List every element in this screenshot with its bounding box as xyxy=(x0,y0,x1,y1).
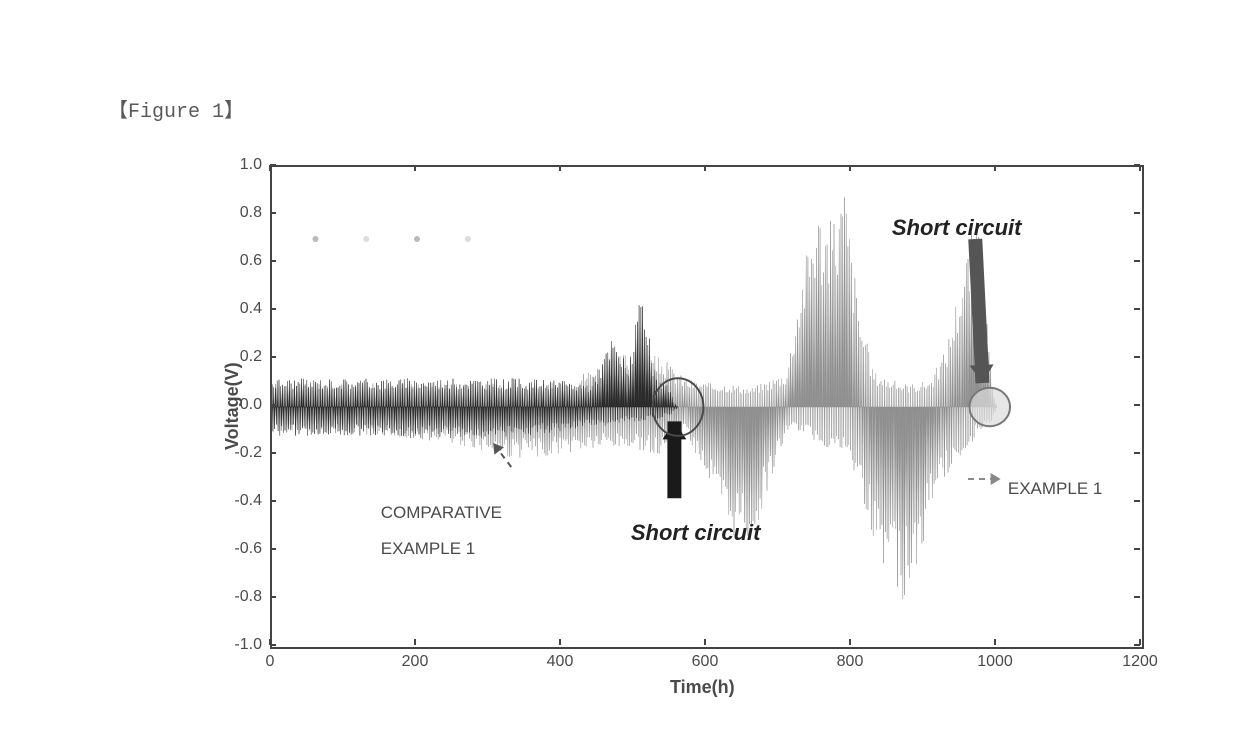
annotation-ellipse xyxy=(969,388,1010,426)
y-tick-label: -1.0 xyxy=(212,636,262,654)
x-tick-mark xyxy=(704,639,706,645)
x-tick-mark xyxy=(994,639,996,645)
y-tick-mark-right xyxy=(1134,596,1140,598)
y-tick-label: 0.2 xyxy=(212,348,262,366)
y-tick-mark-right xyxy=(1134,404,1140,406)
x-tick-label: 400 xyxy=(547,653,574,671)
y-tick-mark xyxy=(270,260,276,262)
y-tick-mark-right xyxy=(1134,260,1140,262)
y-tick-mark-right xyxy=(1134,356,1140,358)
y-tick-label: -0.6 xyxy=(212,540,262,558)
figure-caption: 【Figure 1】 xyxy=(108,94,244,124)
x-tick-mark xyxy=(269,639,271,645)
annotation-label: EXAMPLE 1 xyxy=(1008,479,1103,499)
x-axis-title: Time(h) xyxy=(670,677,735,698)
annotation-arrow xyxy=(493,443,511,467)
y-tick-mark xyxy=(270,308,276,310)
y-tick-label: 0.0 xyxy=(212,396,262,414)
y-tick-label: -0.8 xyxy=(212,588,262,606)
y-tick-mark xyxy=(270,212,276,214)
y-tick-mark-right xyxy=(1134,500,1140,502)
y-tick-mark xyxy=(270,356,276,358)
x-tick-label: 600 xyxy=(692,653,719,671)
y-tick-label: -0.2 xyxy=(212,444,262,462)
annotation-label: COMPARATIVE xyxy=(381,503,502,523)
y-tick-mark-right xyxy=(1134,308,1140,310)
y-tick-label: 1.0 xyxy=(212,156,262,174)
annotation-label: Short circuit xyxy=(892,215,1022,241)
y-tick-label: 0.4 xyxy=(212,300,262,318)
x-tick-label: 0 xyxy=(266,653,275,671)
annotation-arrow xyxy=(968,473,1001,485)
page-root: 【Figure 1】 Voltage(V) Short circuitShort… xyxy=(0,0,1239,753)
x-tick-mark-top xyxy=(849,165,851,171)
x-tick-mark-top xyxy=(559,165,561,171)
y-tick-label: 0.8 xyxy=(212,204,262,222)
annotation-arrow xyxy=(970,239,994,383)
x-tick-mark-top xyxy=(704,165,706,171)
x-tick-mark-top xyxy=(269,165,271,171)
x-tick-label: 1200 xyxy=(1122,653,1158,671)
x-tick-mark xyxy=(559,639,561,645)
y-tick-mark xyxy=(270,452,276,454)
y-tick-mark xyxy=(270,548,276,550)
y-tick-label: 0.6 xyxy=(212,252,262,270)
y-tick-mark-right xyxy=(1134,548,1140,550)
x-tick-mark-top xyxy=(994,165,996,171)
y-tick-label: -0.4 xyxy=(212,492,262,510)
x-tick-label: 200 xyxy=(402,653,429,671)
annotation-label: Short circuit xyxy=(631,520,761,546)
x-tick-mark-top xyxy=(1139,165,1141,171)
x-tick-mark xyxy=(414,639,416,645)
x-tick-label: 1000 xyxy=(977,653,1013,671)
y-tick-mark xyxy=(270,500,276,502)
x-tick-label: 800 xyxy=(837,653,864,671)
x-tick-mark xyxy=(1139,639,1141,645)
plot-area: Short circuit Short circuit COMPARATIVE EXA… xyxy=(270,165,1144,649)
y-tick-mark xyxy=(270,404,276,406)
y-tick-mark xyxy=(270,596,276,598)
annotation-label: EXAMPLE 1 xyxy=(381,539,476,559)
x-tick-mark-top xyxy=(414,165,416,171)
x-tick-mark xyxy=(849,639,851,645)
y-tick-mark-right xyxy=(1134,452,1140,454)
y-tick-mark-right xyxy=(1134,212,1140,214)
chart-container: Voltage(V) Short circuitShort circuitCOM… xyxy=(200,155,1160,715)
